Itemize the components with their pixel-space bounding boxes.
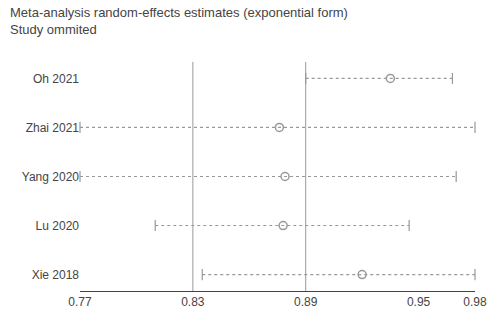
svg-text:0.83: 0.83 — [181, 295, 205, 309]
svg-text:0.77: 0.77 — [68, 295, 92, 309]
svg-text:0.89: 0.89 — [294, 295, 318, 309]
svg-text:0.95: 0.95 — [407, 295, 431, 309]
svg-text:Yang 2020: Yang 2020 — [22, 170, 79, 184]
svg-text:Zhai 2021: Zhai 2021 — [26, 121, 80, 135]
svg-text:Oh 2021: Oh 2021 — [33, 72, 79, 86]
svg-text:Meta-analysis random-effects e: Meta-analysis random-effects estimates (… — [10, 5, 348, 37]
svg-text:Lu 2020: Lu 2020 — [36, 219, 80, 233]
svg-text:0.98: 0.98 — [463, 295, 487, 309]
svg-text:Xie 2018: Xie 2018 — [32, 268, 80, 282]
